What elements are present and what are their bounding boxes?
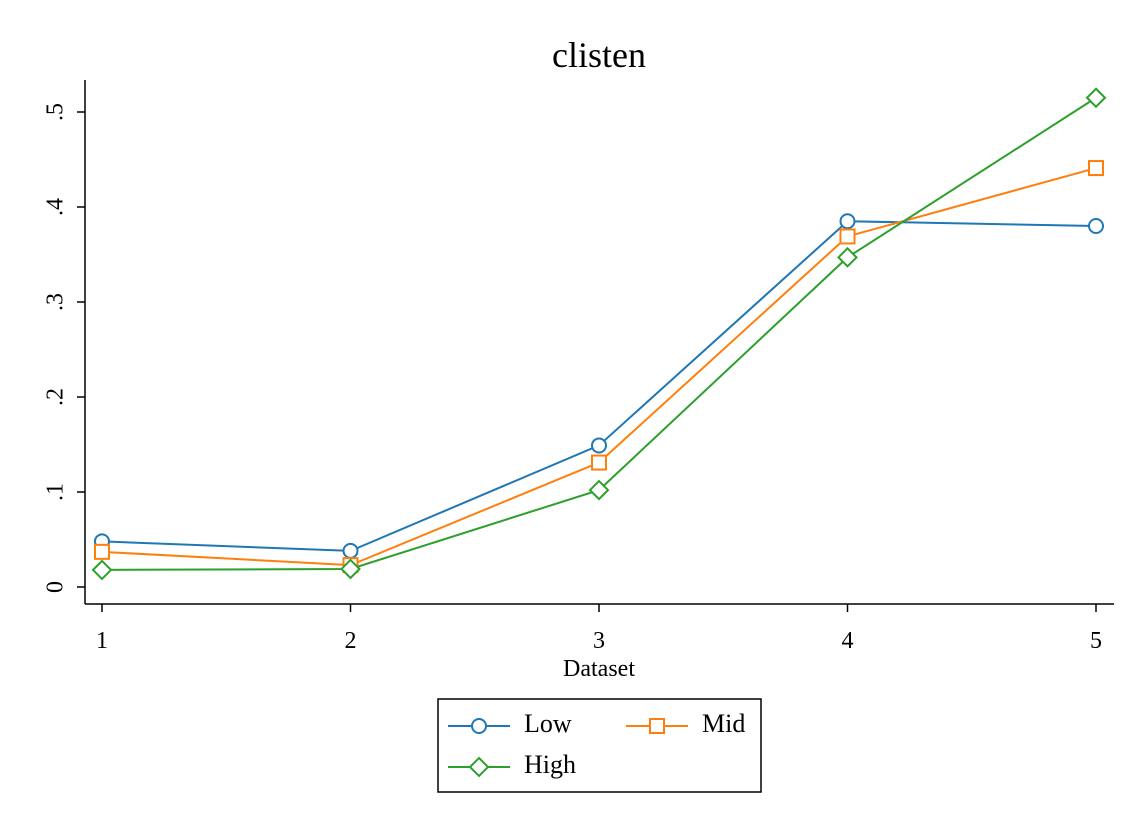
series-high-point (837, 246, 858, 268)
series-high-point (91, 559, 113, 581)
plot-series (91, 87, 1107, 581)
series-low-line (101, 220, 1097, 552)
chart-title: clisten (552, 35, 646, 75)
y-tick-label: .1 (43, 483, 69, 501)
legend-item-mid: Mid (626, 709, 745, 738)
x-tick-label: 3 (593, 628, 605, 654)
x-tick-label: 1 (96, 628, 108, 654)
series-mid-point (591, 454, 607, 471)
legend: Low Mid High (437, 698, 762, 793)
series-mid-point (1088, 160, 1104, 177)
series-mid-point (94, 543, 110, 560)
x-tick-label: 5 (1090, 628, 1102, 654)
legend-high-label: High (524, 750, 576, 779)
y-tick-label: .5 (43, 103, 69, 121)
series-high-point (340, 558, 361, 580)
y-tick-label: .2 (43, 388, 69, 406)
x-tick-label: 2 (345, 628, 357, 654)
series-low-point (342, 542, 359, 559)
series-low (94, 213, 1104, 559)
series-high (91, 87, 1107, 581)
legend-item-high: High (448, 750, 576, 779)
legend-low-label: Low (524, 709, 572, 738)
series-mid-line (101, 167, 1097, 567)
x-axis-label: Dataset (563, 656, 635, 682)
x-axis-ticks: 1 2 3 4 5 (96, 604, 1102, 654)
series-high-point (588, 479, 610, 501)
legend-high-marker (468, 756, 490, 778)
legend-mid-marker (649, 718, 665, 734)
legend-items: Low Mid High (448, 709, 745, 779)
y-tick-label: .3 (43, 293, 69, 311)
series-high-point (1085, 87, 1107, 109)
y-tick-label: .4 (43, 198, 69, 216)
legend-item-low: Low (448, 709, 572, 738)
series-low-point (1088, 218, 1104, 234)
series-mid-point (839, 228, 856, 245)
x-tick-label: 4 (842, 628, 854, 654)
series-low-point (591, 437, 607, 454)
legend-low-marker (471, 718, 487, 734)
y-tick-label: 0 (43, 581, 69, 593)
legend-box (437, 698, 762, 793)
legend-mid-label: Mid (702, 709, 745, 738)
series-low-point (839, 213, 856, 230)
y-axis-ticks: 0 .1 .2 .3 .4 .5 (43, 103, 85, 593)
